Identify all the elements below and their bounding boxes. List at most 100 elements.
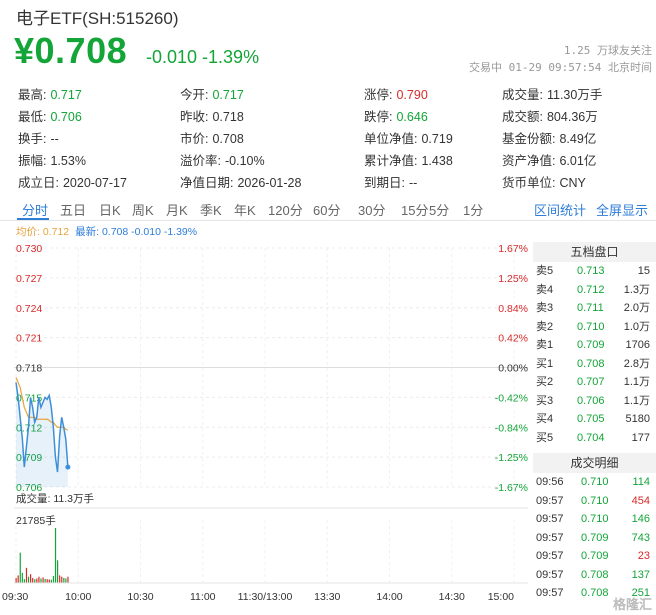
deal-time: 09:57 [536,494,564,507]
order-panel: 五档盘口 卖5 0.713 15 卖4 0.712 1.3万 卖3 0.711 2.0万 卖2 0.… [533,242,656,599]
order-qty: 2.8万 [623,357,650,370]
average-line [15,377,69,431]
order-qty: 177 [631,431,650,444]
deal-qty: 251 [631,587,650,599]
stat-item: 累计净值: 1.438 [364,150,453,169]
stat-value: 6.01亿 [559,154,597,168]
time-tick-label: 15:00 [488,591,514,603]
current-price: ¥0.708 [14,30,128,71]
tab-10[interactable]: 15分 [401,203,429,218]
time-tick-label: 13:30 [314,591,340,603]
order-row: 卖5 0.713 15 [533,262,656,281]
legend-average: 均价: 0.712 [16,226,70,238]
order-price: 0.709 [577,339,605,351]
pct-tick-label: -0.84% [495,422,528,434]
time-tick-label: 10:00 [65,591,91,603]
tab-5[interactable]: 季K [200,203,222,218]
stat-item: 溢价率: -0.10% [180,150,265,169]
time-tick-label: 09:30 [2,591,28,603]
stat-label: 净值日期: [180,176,234,190]
volume-bar [59,575,61,583]
pct-tick-label: 1.67% [498,243,528,255]
deal-time: 09:57 [536,531,564,544]
stat-label: 成立日: [18,176,59,190]
stat-item: 市价: 0.708 [180,128,244,147]
volume-bar [48,579,50,583]
deal-price: 0.709 [581,531,609,544]
order-level-label: 卖4 [536,283,554,296]
volume-bar [61,576,63,583]
order-row: 买4 0.705 5180 [533,410,656,429]
volume-bar [36,578,38,583]
stat-value: 1.438 [421,154,453,168]
stat-value: 2026-01-28 [237,176,302,190]
tab-11[interactable]: 5分 [429,203,450,218]
deal-qty: 114 [632,476,650,488]
tab-7[interactable]: 120分 [268,203,303,218]
stat-item: 最高: 0.717 [18,84,82,103]
order-qty: 1.1万 [623,376,650,388]
intraday-chart-svg[interactable]: 0.7300.7270.7240.7210.7180.7150.7120.709… [0,238,530,615]
stat-item: 今开: 0.717 [180,84,244,103]
deal-price: 0.710 [581,513,609,525]
deal-qty: 137 [631,568,650,581]
pct-tick-label: 0.42% [498,333,528,345]
volume-bar [34,579,36,583]
stat-value: 0.719 [421,132,453,146]
stat-item: 成立日: 2020-07-17 [18,172,127,191]
stat-label: 振幅: [18,154,47,168]
fullscreen-button[interactable]: 全屏显示 [596,203,649,218]
price-tick-label: 0.730 [16,243,42,255]
order-row: 买2 0.707 1.1万 [533,373,656,392]
stat-item: 换手: -- [18,128,59,147]
deal-row: 09:57 0.709 743 [533,529,656,548]
deal-qty: 146 [631,513,650,525]
tab-3[interactable]: 周K [132,203,154,218]
tab-12[interactable]: 1分 [463,203,484,218]
stat-value: 11.30万手 [546,88,603,102]
follower-count[interactable]: 1.25 万球友关注 [563,44,652,57]
stat-item: 资产净值: 6.01亿 [502,150,596,169]
order-row: 卖2 0.710 1.0万 [533,318,656,337]
order-price: 0.706 [577,394,605,407]
stat-value: -- [408,176,418,190]
stock-title: 电子ETF(SH:515260) [16,9,179,28]
intraday-chart[interactable]: 0.7300.7270.7240.7210.7180.7150.7120.709… [0,238,530,615]
range-stats-button[interactable]: 区间统计 [534,203,587,218]
tab-4[interactable]: 月K [166,203,188,218]
tab-1[interactable]: 五日 [60,203,87,218]
volume-bar [30,574,32,583]
stat-item: 成交量: 11.30万手 [502,84,602,103]
price-tick-label: 0.709 [16,452,42,464]
order-row: 买5 0.704 177 [533,429,656,448]
order-row: 买1 0.708 2.8万 [533,355,656,374]
deal-row: 09:57 0.710 454 [533,492,656,511]
price-tick-label: 0.706 [16,482,42,494]
stat-value: 2020-07-17 [62,176,127,190]
stat-label: 换手: [18,132,47,146]
order-price: 0.710 [577,320,605,333]
order-qty: 15 [637,265,650,277]
stat-item: 货币单位: CNY [502,172,586,191]
order-price: 0.708 [577,357,605,370]
order-level-label: 买1 [536,357,554,370]
stat-item: 单位净值: 0.719 [364,128,453,147]
deal-price: 0.708 [581,568,609,581]
order-price: 0.704 [577,431,605,444]
tab-6[interactable]: 年K [234,203,256,218]
stat-value: 0.708 [212,132,244,146]
order-level-label: 买3 [536,394,554,407]
pct-tick-label: -0.42% [495,392,528,404]
stat-item: 昨收: 0.718 [180,106,244,125]
pct-tick-label: 0.00% [498,363,528,375]
tab-2[interactable]: 日K [99,203,121,218]
tab-0[interactable]: 分时 [22,203,49,218]
legend-latest: 最新: 0.708 -0.010 -1.39% [75,226,198,238]
volume-bar [17,575,19,583]
volume-bar [54,528,57,583]
price-tick-label: 0.727 [16,273,42,285]
tab-9[interactable]: 30分 [358,203,386,218]
tab-8[interactable]: 60分 [313,203,341,218]
stat-label: 市价: [180,132,209,146]
stat-item: 基金份额: 8.49亿 [502,128,596,147]
